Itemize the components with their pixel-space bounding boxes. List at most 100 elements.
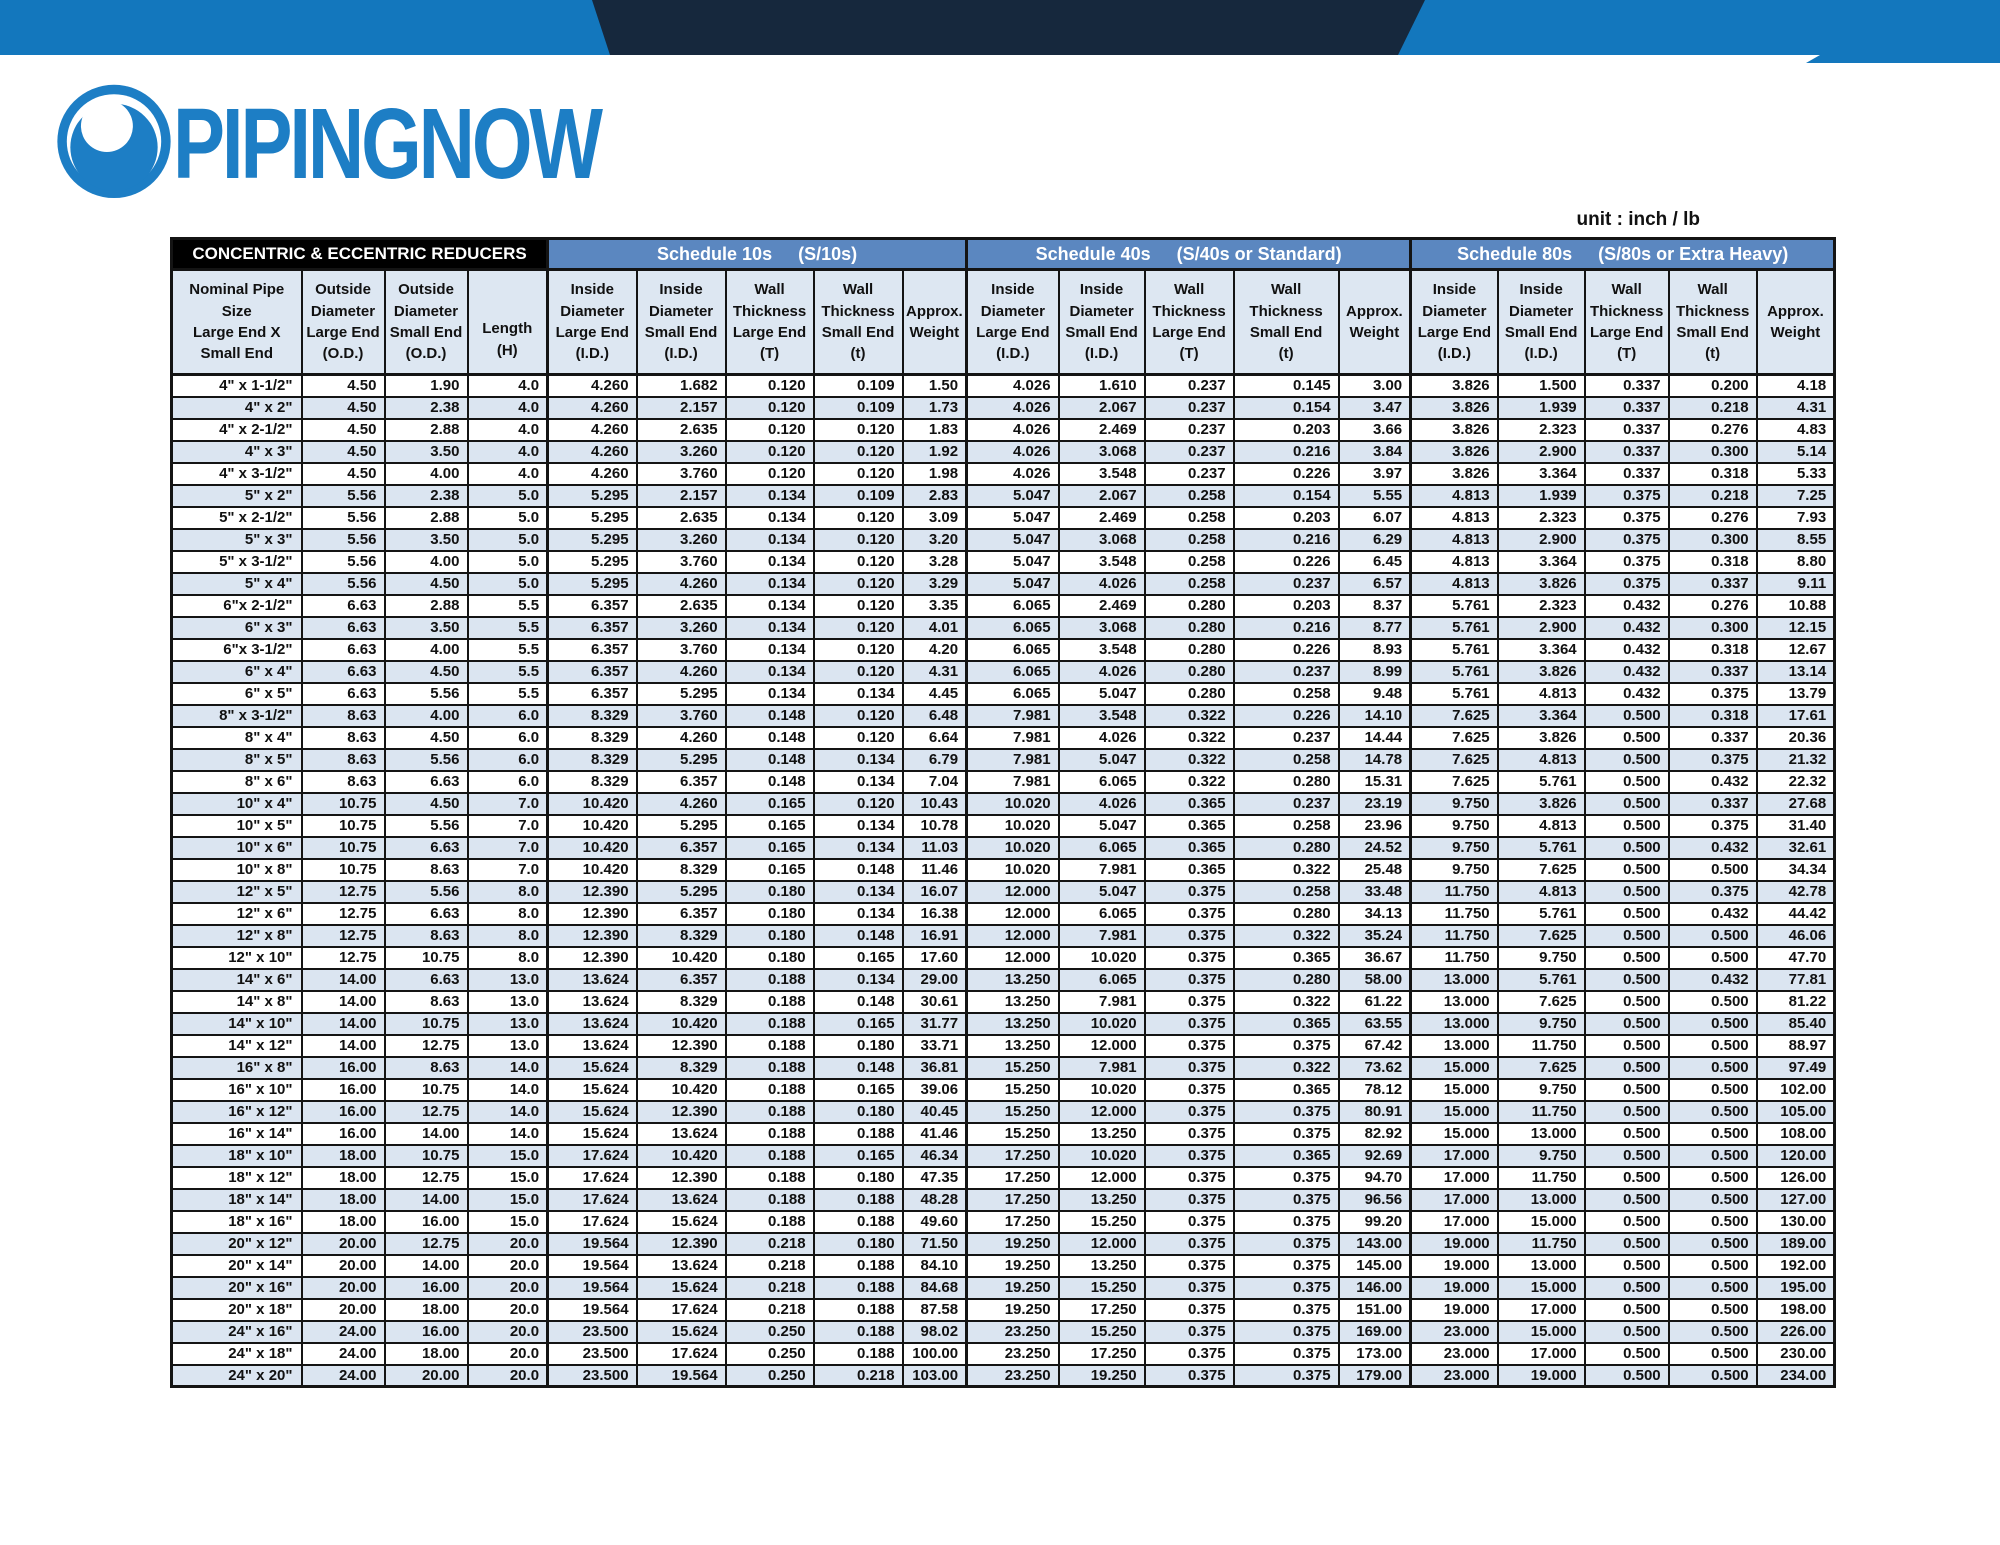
cell-value: 0.500 (1667, 1363, 1758, 1388)
cell-value: 5.761 (1409, 637, 1499, 662)
cell-nominal-size: 12" x 8" (170, 923, 303, 948)
cell-nominal-size: 6" x 3" (170, 615, 303, 640)
cell-value: 0.134 (812, 901, 904, 926)
cell-value: 0.134 (724, 571, 815, 596)
cell-value: 0.500 (1583, 1363, 1670, 1388)
cell-value: 6.0 (466, 725, 549, 750)
cell-value: 1.682 (635, 373, 727, 398)
cell-value: 0.375 (1667, 879, 1758, 904)
cell-value: 4.50 (300, 417, 386, 442)
cell-value: 5.047 (965, 505, 1060, 530)
cell-value: 0.500 (1583, 923, 1670, 948)
cell-value: 0.237 (1143, 461, 1235, 486)
cell-value: 12.390 (546, 879, 638, 904)
cell-value: 80.91 (1337, 1099, 1412, 1124)
cell-value: 3.260 (635, 615, 727, 640)
cell-value: 12.000 (1057, 1165, 1146, 1190)
cell-value: 5.56 (383, 747, 469, 772)
cell-nominal-size: 20" x 12" (170, 1231, 303, 1256)
cell-value: 0.500 (1583, 1231, 1670, 1256)
cell-value: 0.375 (1143, 923, 1235, 948)
cell-value: 17.624 (546, 1187, 638, 1212)
cell-value: 0.134 (812, 747, 904, 772)
cell-value: 230.00 (1755, 1341, 1836, 1366)
cell-value: 0.148 (812, 857, 904, 882)
table-row: 14" x 12" 14.00 12.75 13.0 13.624 12.390 0.188… (170, 1033, 1836, 1058)
column-header: Wall Thickness Large End (T) (1143, 268, 1235, 376)
cell-value: 10.020 (965, 857, 1060, 882)
cell-value: 17.000 (1409, 1165, 1499, 1190)
cell-value: 5.295 (546, 549, 638, 574)
cell-value: 67.42 (1337, 1033, 1412, 1058)
cell-value: 7.625 (1409, 769, 1499, 794)
table-row: 10" x 6" 10.75 6.63 7.0 10.420 6.357 0.165 0.13… (170, 835, 1836, 860)
cell-value: 15.624 (546, 1077, 638, 1102)
cell-value: 7.0 (466, 791, 549, 816)
cell-value: 0.258 (1143, 571, 1235, 596)
cell-value: 3.760 (635, 461, 727, 486)
cell-value: 0.375 (1143, 1121, 1235, 1146)
cell-value: 179.00 (1337, 1363, 1412, 1388)
cell-value: 48.28 (901, 1187, 968, 1212)
cell-value: 100.00 (901, 1341, 968, 1366)
cell-value: 11.750 (1496, 1033, 1586, 1058)
cell-nominal-size: 5" x 3" (170, 527, 303, 552)
cell-value: 3.548 (1057, 703, 1146, 728)
cell-value: 0.337 (1583, 395, 1670, 420)
cell-value: 12.15 (1755, 615, 1836, 640)
cell-value: 16.00 (300, 1055, 386, 1080)
cell-value: 169.00 (1337, 1319, 1412, 1344)
cell-value: 2.323 (1496, 417, 1586, 442)
cell-value: 85.40 (1755, 1011, 1836, 1036)
table-row: 10" x 5" 10.75 5.56 7.0 10.420 5.295 0.165 0.13… (170, 813, 1836, 838)
cell-nominal-size: 12" x 5" (170, 879, 303, 904)
cell-value: 5.295 (546, 527, 638, 552)
column-header: Wall Thickness Large End (T) (1583, 268, 1670, 376)
cell-value: 7.625 (1409, 747, 1499, 772)
cell-value: 0.500 (1583, 1253, 1670, 1278)
cell-value: 13.250 (965, 989, 1060, 1014)
cell-value: 13.250 (1057, 1121, 1146, 1146)
cell-value: 9.750 (1409, 835, 1499, 860)
cell-value: 0.154 (1232, 483, 1340, 508)
cell-value: 3.826 (1409, 395, 1499, 420)
cell-value: 0.276 (1667, 593, 1758, 618)
cell-value: 4.31 (901, 659, 968, 684)
cell-value: 3.826 (1496, 659, 1586, 684)
cell-value: 11.750 (1409, 945, 1499, 970)
cell-value: 10.75 (383, 945, 469, 970)
cell-value: 34.13 (1337, 901, 1412, 926)
cell-value: 6.065 (1057, 901, 1146, 926)
cell-value: 15.624 (635, 1275, 727, 1300)
cell-value: 17.250 (965, 1143, 1060, 1168)
cell-value: 0.180 (812, 1033, 904, 1058)
cell-value: 3.28 (901, 549, 968, 574)
cell-value: 0.120 (724, 461, 815, 486)
cell-nominal-size: 4" x 1-1/2" (170, 373, 303, 398)
cell-value: 0.375 (1232, 1231, 1340, 1256)
column-header: Inside Diameter Small End (I.D.) (1496, 268, 1586, 376)
cell-value: 0.134 (724, 637, 815, 662)
cell-value: 13.250 (1057, 1187, 1146, 1212)
cell-value: 0.134 (812, 835, 904, 860)
cell-value: 5.047 (965, 549, 1060, 574)
cell-value: 19.000 (1409, 1297, 1499, 1322)
cell-value: 5.295 (635, 681, 727, 706)
column-header: Outside Diameter Large End (O.D.) (300, 268, 386, 376)
cell-value: 0.500 (1583, 835, 1670, 860)
cell-value: 0.180 (724, 879, 815, 904)
cell-value: 6.065 (965, 659, 1060, 684)
cell-value: 4.813 (1496, 879, 1586, 904)
cell-value: 0.375 (1143, 1165, 1235, 1190)
cell-value: 0.188 (724, 1165, 815, 1190)
cell-value: 0.337 (1667, 725, 1758, 750)
column-header: Inside Diameter Small End (I.D.) (1057, 268, 1146, 376)
cell-value: 3.09 (901, 505, 968, 530)
cell-value: 17.000 (1496, 1297, 1586, 1322)
cell-value: 11.750 (1496, 1165, 1586, 1190)
cell-value: 4.260 (546, 395, 638, 420)
cell-value: 3.068 (1057, 527, 1146, 552)
cell-value: 0.134 (812, 681, 904, 706)
cell-value: 20.00 (300, 1253, 386, 1278)
cell-value: 0.375 (1143, 901, 1235, 926)
